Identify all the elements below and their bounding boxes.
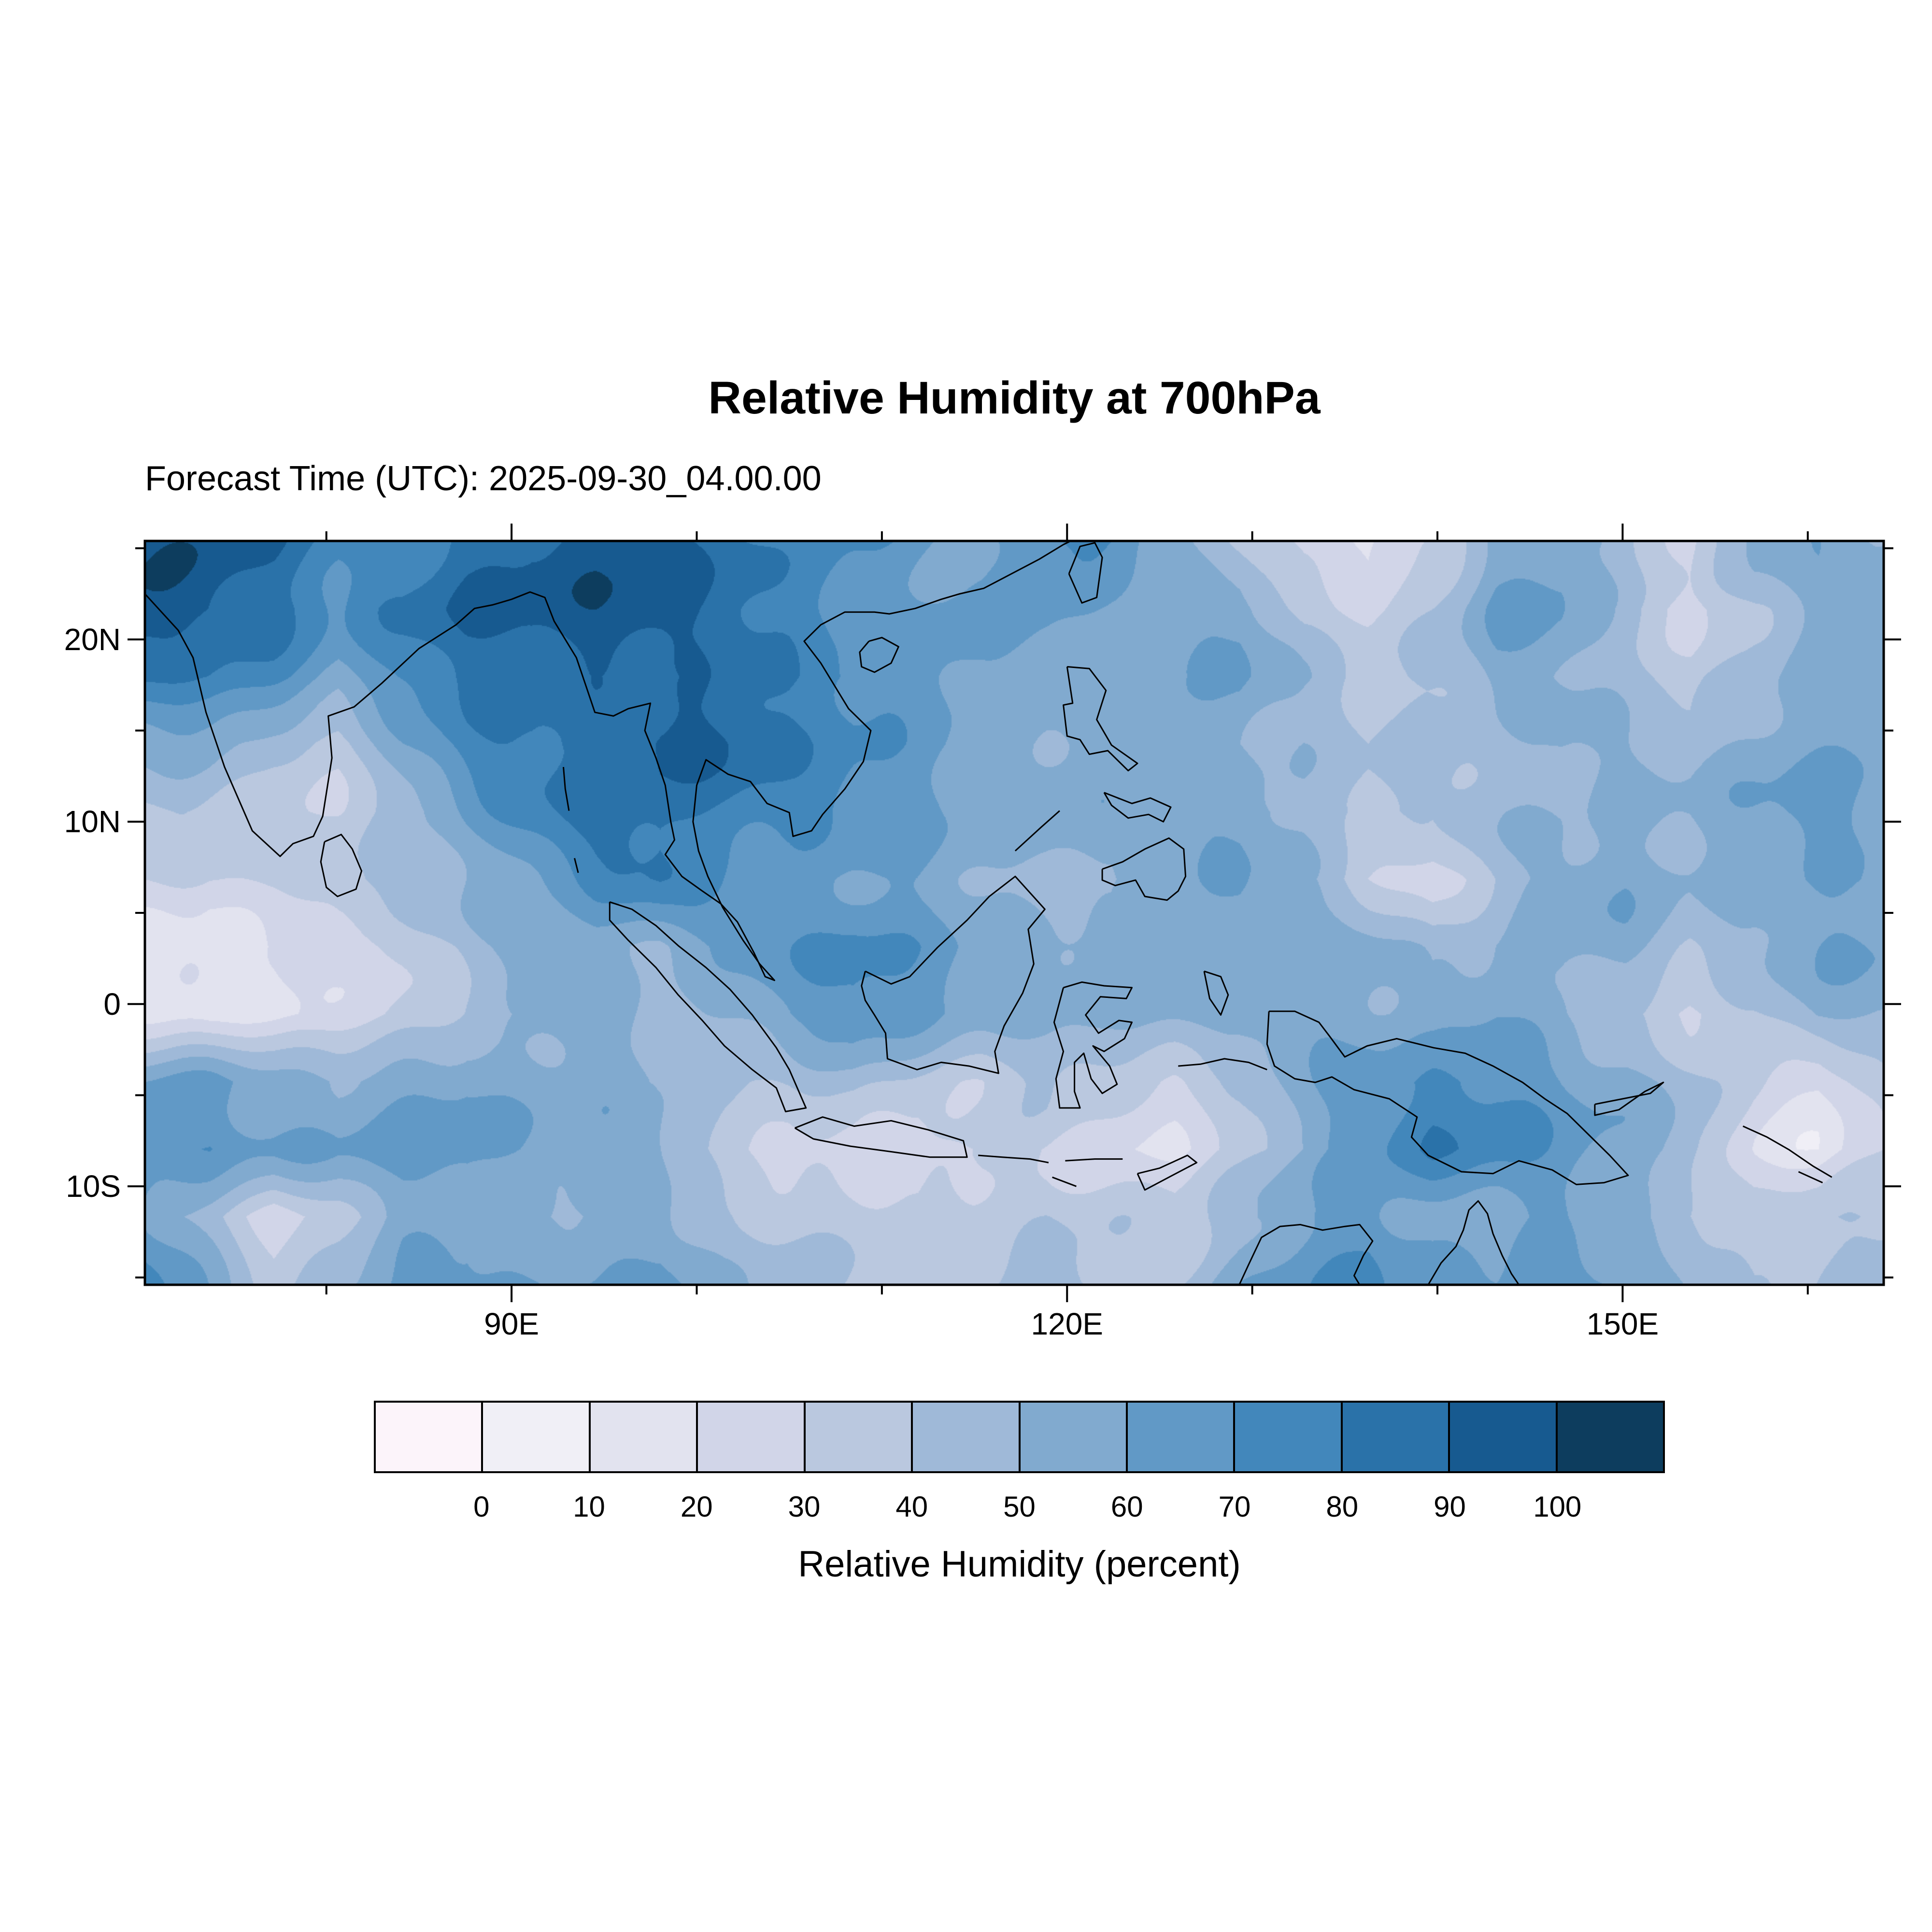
coastline xyxy=(1053,981,1133,1109)
colorbar-cell xyxy=(1020,1403,1128,1471)
coastline xyxy=(1742,1125,1833,1178)
coastline xyxy=(1068,542,1103,604)
coastline xyxy=(1101,837,1187,901)
colorbar-tick-label: 0 xyxy=(473,1491,490,1523)
coastline xyxy=(1203,970,1229,1016)
x-axis-label: 120E xyxy=(1031,1307,1103,1341)
colorbar-cell xyxy=(1342,1403,1450,1471)
y-axis-label: 10S xyxy=(66,1169,121,1204)
colorbar xyxy=(374,1401,1665,1473)
coastline xyxy=(1065,1158,1123,1162)
coastline xyxy=(859,637,899,673)
colorbar-cell xyxy=(483,1403,591,1471)
coastline xyxy=(1014,810,1060,852)
colorbar-tick-label: 80 xyxy=(1326,1491,1359,1523)
colorbar-tick-label: 40 xyxy=(895,1491,928,1523)
colorbar-tick-label: 30 xyxy=(788,1491,821,1523)
coastline xyxy=(1594,1081,1664,1116)
colorbar-cell xyxy=(376,1403,483,1471)
x-axis-label: 150E xyxy=(1586,1307,1659,1341)
colorbar-tick-label: 60 xyxy=(1110,1491,1143,1523)
coastline xyxy=(1178,1058,1267,1070)
coastline xyxy=(794,1116,968,1158)
colorbar-tick-label: 100 xyxy=(1533,1491,1582,1523)
coastline xyxy=(320,834,363,897)
x-axis-label: 90E xyxy=(484,1307,540,1341)
coastline xyxy=(1136,1154,1198,1191)
colorbar-tick-label: 70 xyxy=(1218,1491,1251,1523)
coastline xyxy=(563,767,570,811)
plot-frame xyxy=(143,540,1885,1286)
coastline xyxy=(861,876,1046,1074)
coastline xyxy=(609,901,807,1112)
colorbar-cell xyxy=(698,1403,806,1471)
y-axis-label: 0 xyxy=(103,986,121,1022)
y-axis-label: 10N xyxy=(64,804,121,839)
coastline xyxy=(144,540,1071,981)
coastline xyxy=(1266,1010,1629,1185)
colorbar-tick-label: 20 xyxy=(680,1491,713,1523)
humidity-field-canvas xyxy=(145,541,1884,1285)
coastline xyxy=(1238,1223,1374,1285)
colorbar-cell xyxy=(1557,1403,1663,1471)
forecast-time-label: Forecast Time (UTC): 2025-09-30_04.00.00 xyxy=(145,459,822,498)
colorbar-cell xyxy=(1235,1403,1343,1471)
coastline xyxy=(574,858,579,873)
coastline xyxy=(1798,1171,1823,1183)
coastlines-and-axes-overlay xyxy=(128,524,1901,1302)
plot-title: Relative Humidity at 700hPa xyxy=(708,372,1321,424)
y-axis-label: 20N xyxy=(64,622,121,657)
colorbar-cell xyxy=(1127,1403,1236,1471)
colorbar-tick-label: 90 xyxy=(1434,1491,1466,1523)
colorbar-title: Relative Humidity (percent) xyxy=(798,1544,1241,1585)
colorbar-tick-label: 10 xyxy=(573,1491,605,1523)
coastline xyxy=(1063,666,1138,772)
colorbar-cell xyxy=(913,1403,1021,1471)
coastline xyxy=(978,1154,1049,1164)
colorbar-tick-label: 50 xyxy=(1003,1491,1036,1523)
colorbar-cell xyxy=(805,1403,913,1471)
coastline xyxy=(1052,1176,1077,1187)
colorbar-cell xyxy=(1450,1403,1558,1471)
map-plot xyxy=(128,524,1901,1302)
coastline xyxy=(1427,1200,1520,1285)
colorbar-cell xyxy=(590,1403,698,1471)
coastline xyxy=(1103,792,1172,823)
